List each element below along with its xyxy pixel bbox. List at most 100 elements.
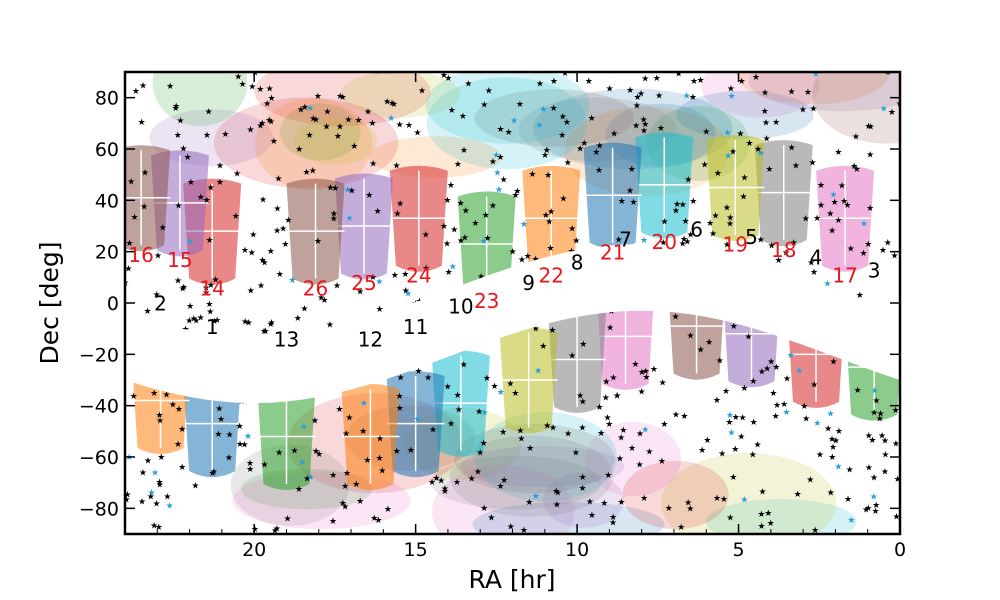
star-marker: ★ bbox=[326, 321, 334, 331]
star-marker: ★ bbox=[881, 451, 889, 461]
star-marker: ★ bbox=[809, 158, 817, 168]
star-marker: ★ bbox=[840, 197, 848, 207]
star-marker: ★ bbox=[713, 396, 721, 406]
star-marker: ★ bbox=[811, 526, 819, 536]
star-marker: ★ bbox=[745, 333, 753, 343]
sector-label-19: 19 bbox=[723, 233, 748, 257]
star-marker: ★ bbox=[288, 276, 296, 286]
star-marker: ★ bbox=[162, 391, 170, 401]
sector-label-21: 21 bbox=[600, 240, 625, 264]
star-marker: ★ bbox=[870, 409, 878, 419]
star-marker: ★ bbox=[838, 182, 846, 192]
star-marker: ★ bbox=[226, 431, 234, 441]
star-marker: ★ bbox=[680, 412, 688, 422]
star-marker: ★ bbox=[387, 114, 395, 124]
star-marker: ★ bbox=[281, 240, 289, 250]
star-marker: ★ bbox=[345, 414, 353, 424]
star-marker: ★ bbox=[480, 101, 488, 111]
star-marker: ★ bbox=[125, 453, 133, 463]
star-marker: ★ bbox=[147, 488, 155, 498]
star-marker: ★ bbox=[314, 92, 322, 102]
star-marker: ★ bbox=[683, 91, 691, 101]
star-marker: ★ bbox=[867, 122, 875, 132]
star-marker: ★ bbox=[244, 432, 252, 442]
star-marker: ★ bbox=[817, 201, 825, 211]
star-marker: ★ bbox=[890, 251, 898, 261]
star-marker: ★ bbox=[393, 447, 401, 457]
star-marker: ★ bbox=[850, 162, 858, 172]
star-marker: ★ bbox=[554, 489, 562, 499]
star-marker: ★ bbox=[549, 423, 557, 433]
star-marker: ★ bbox=[659, 379, 667, 389]
star-marker: ★ bbox=[788, 144, 796, 154]
star-marker: ★ bbox=[444, 74, 452, 84]
star-marker: ★ bbox=[186, 237, 194, 247]
star-marker: ★ bbox=[865, 66, 873, 76]
star-marker: ★ bbox=[727, 428, 735, 438]
star-marker: ★ bbox=[441, 487, 449, 497]
sector-label-23: 23 bbox=[474, 289, 499, 313]
star-marker: ★ bbox=[568, 225, 576, 235]
y-tick-label: −80 bbox=[79, 498, 119, 520]
star-marker: ★ bbox=[768, 242, 776, 252]
star-marker: ★ bbox=[329, 471, 337, 481]
star-marker: ★ bbox=[564, 159, 572, 169]
star-marker: ★ bbox=[369, 160, 377, 170]
star-marker: ★ bbox=[638, 368, 646, 378]
star-marker: ★ bbox=[775, 256, 783, 266]
star-marker: ★ bbox=[724, 151, 732, 161]
star-marker: ★ bbox=[447, 420, 455, 430]
star-marker: ★ bbox=[336, 92, 344, 102]
star-marker: ★ bbox=[300, 423, 308, 433]
coverage-patch bbox=[474, 89, 635, 147]
star-marker: ★ bbox=[772, 363, 780, 373]
star-marker: ★ bbox=[658, 457, 666, 467]
star-marker: ★ bbox=[306, 131, 314, 141]
star-marker: ★ bbox=[184, 153, 192, 163]
star-marker: ★ bbox=[559, 113, 567, 123]
star-marker: ★ bbox=[604, 471, 612, 481]
sector-grid-line bbox=[583, 147, 642, 243]
star-marker: ★ bbox=[773, 401, 781, 411]
star-marker: ★ bbox=[259, 256, 267, 266]
star-marker: ★ bbox=[407, 446, 415, 456]
star-marker: ★ bbox=[746, 139, 754, 149]
star-marker: ★ bbox=[492, 151, 500, 161]
star-marker: ★ bbox=[256, 85, 264, 95]
star-marker: ★ bbox=[376, 434, 384, 444]
star-marker: ★ bbox=[576, 144, 584, 154]
star-marker: ★ bbox=[311, 417, 319, 427]
star-marker: ★ bbox=[191, 482, 199, 492]
star-marker: ★ bbox=[333, 281, 341, 291]
sector-label-25: 25 bbox=[351, 271, 376, 295]
star-marker: ★ bbox=[559, 195, 567, 205]
star-marker: ★ bbox=[418, 86, 426, 96]
star-marker: ★ bbox=[312, 116, 320, 126]
star-marker: ★ bbox=[888, 108, 896, 118]
star-marker: ★ bbox=[893, 512, 901, 522]
star-marker: ★ bbox=[155, 523, 163, 533]
star-marker: ★ bbox=[124, 265, 132, 275]
star-marker: ★ bbox=[500, 176, 508, 186]
star-marker: ★ bbox=[260, 327, 268, 337]
star-marker: ★ bbox=[613, 391, 621, 401]
star-marker: ★ bbox=[689, 93, 697, 103]
star-marker: ★ bbox=[827, 488, 835, 498]
star-marker: ★ bbox=[374, 67, 382, 77]
star-marker: ★ bbox=[245, 318, 253, 328]
star-marker: ★ bbox=[610, 129, 618, 139]
star-marker: ★ bbox=[267, 94, 275, 104]
star-marker: ★ bbox=[496, 153, 504, 163]
star-marker: ★ bbox=[543, 422, 551, 432]
star-marker: ★ bbox=[192, 317, 200, 327]
star-marker: ★ bbox=[865, 464, 873, 474]
star-marker: ★ bbox=[829, 191, 837, 201]
star-marker: ★ bbox=[657, 124, 665, 134]
star-marker: ★ bbox=[275, 175, 283, 185]
star-marker: ★ bbox=[876, 415, 884, 425]
star-marker: ★ bbox=[532, 492, 540, 502]
star-marker: ★ bbox=[725, 418, 733, 428]
star-marker: ★ bbox=[812, 70, 820, 80]
star-marker: ★ bbox=[638, 388, 646, 398]
star-marker: ★ bbox=[828, 453, 836, 463]
